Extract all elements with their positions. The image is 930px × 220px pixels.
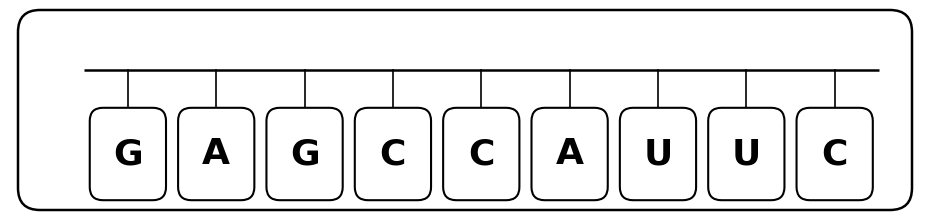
Text: C: C bbox=[379, 137, 406, 171]
FancyBboxPatch shape bbox=[796, 108, 872, 200]
FancyBboxPatch shape bbox=[619, 108, 696, 200]
FancyBboxPatch shape bbox=[531, 108, 607, 200]
FancyBboxPatch shape bbox=[89, 108, 166, 200]
Text: G: G bbox=[113, 137, 142, 171]
Text: G: G bbox=[290, 137, 319, 171]
FancyBboxPatch shape bbox=[354, 108, 431, 200]
Text: C: C bbox=[468, 137, 495, 171]
FancyBboxPatch shape bbox=[266, 108, 342, 200]
FancyBboxPatch shape bbox=[443, 108, 519, 200]
Text: A: A bbox=[202, 137, 231, 171]
FancyBboxPatch shape bbox=[178, 108, 254, 200]
Text: A: A bbox=[555, 137, 584, 171]
FancyBboxPatch shape bbox=[708, 108, 784, 200]
FancyBboxPatch shape bbox=[18, 10, 912, 210]
Text: U: U bbox=[644, 137, 672, 171]
Text: U: U bbox=[732, 137, 761, 171]
Text: C: C bbox=[821, 137, 848, 171]
